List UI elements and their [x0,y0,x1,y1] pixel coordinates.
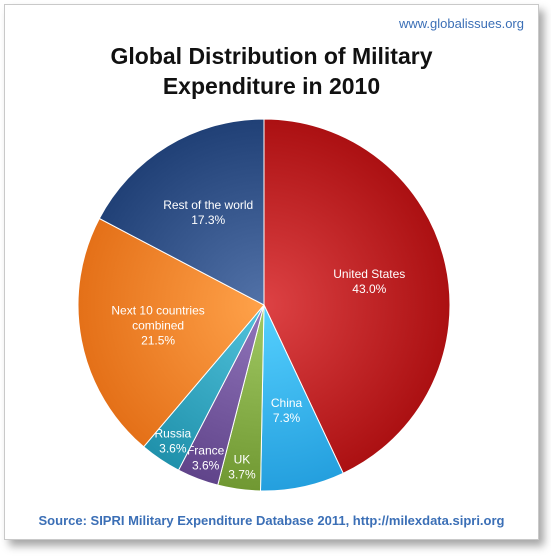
site-url[interactable]: www.globalissues.org [398,16,524,31]
pie-slice-next-10-countries-combined [77,217,265,448]
slice-label: United States 43.0% [333,267,405,296]
slice-label: Next 10 countries combined 21.5% [111,304,204,348]
slice-label: Russia 3.6% [155,426,192,455]
chart-title-line1: Global Distribution of Military [110,43,433,69]
slice-label: Rest of the world 17.3% [163,198,253,227]
chart-card: www.globalissues.org Global Distribution… [4,4,539,540]
slice-label: France 3.6% [187,443,225,472]
slice-label: China 7.3% [271,396,303,425]
slice-label: UK 3.7% [228,453,256,482]
pie-slice-united-states [263,118,451,474]
source-note: Source: SIPRI Military Expenditure Datab… [38,513,505,528]
pie-slice-rest-of-the-world [98,118,265,306]
pie-chart: United States 43.0% China 7.3% UK 3.7%France 3… [77,118,451,492]
chart-title-line2: Expenditure in 2010 [162,73,381,99]
